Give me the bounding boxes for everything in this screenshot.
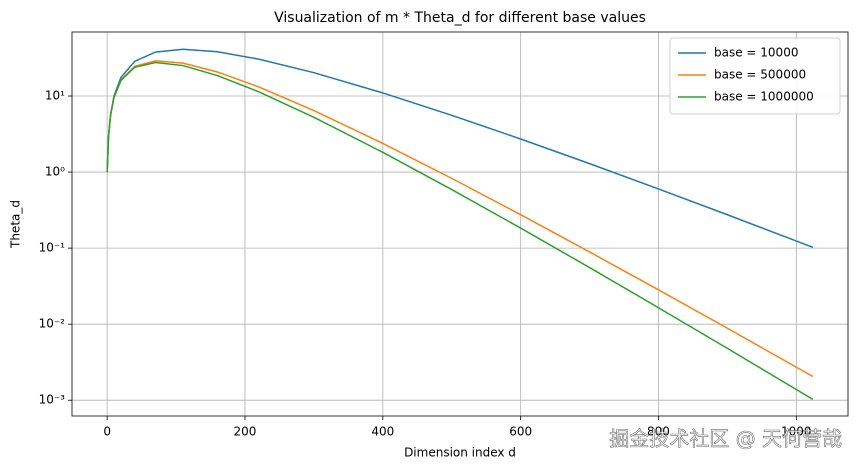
watermark: 掘金技术社区 @ 天何营哉 — [609, 427, 842, 451]
x-tick-label: 200 — [234, 425, 257, 439]
chart-title: Visualization of m * Theta_d for differe… — [274, 10, 646, 26]
legend-label: base = 1000000 — [714, 90, 814, 104]
y-axis-label: Theta_d — [9, 200, 23, 249]
x-tick-label: 400 — [371, 425, 394, 439]
y-tick-label: 10⁰ — [45, 165, 65, 179]
y-tick-label: 10⁻² — [39, 317, 66, 331]
legend-label: base = 10000 — [714, 46, 798, 60]
x-tick-label: 600 — [509, 425, 532, 439]
y-tick-label: 10⁻³ — [39, 393, 66, 407]
x-tick-label: 800 — [647, 425, 670, 439]
x-tick-label: 0 — [103, 425, 111, 439]
x-axis-label: Dimension index d — [404, 446, 516, 460]
y-tick-label: 10¹ — [45, 89, 65, 103]
y-tick-label: 10⁻¹ — [39, 241, 66, 255]
data-line — [106, 61, 814, 401]
plot-frame — [71, 31, 849, 417]
x-tick-label: 1000 — [781, 425, 812, 439]
legend-label: base = 500000 — [714, 68, 806, 82]
legend-box — [669, 37, 841, 115]
